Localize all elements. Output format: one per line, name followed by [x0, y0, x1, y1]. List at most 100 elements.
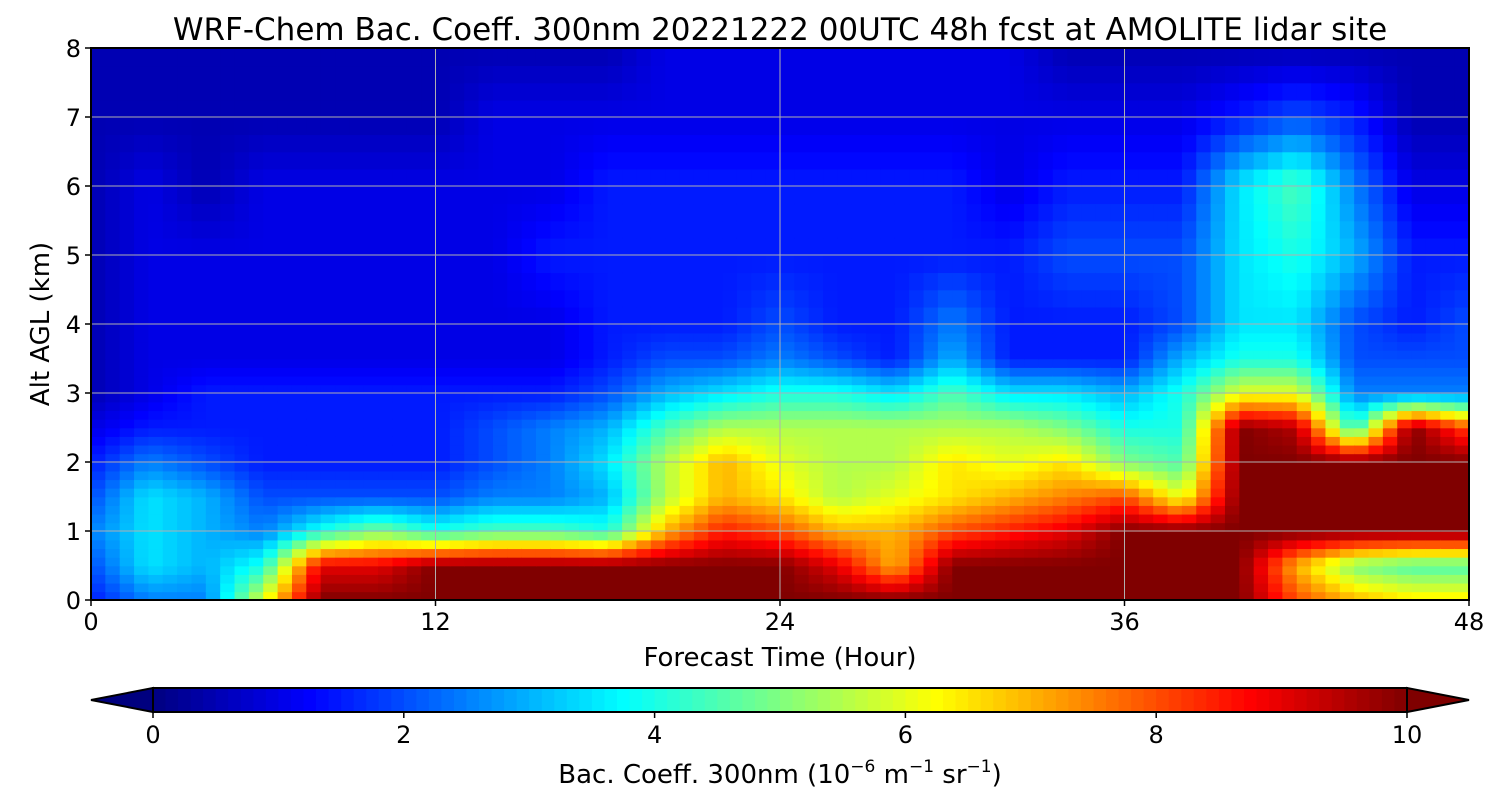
heatmap-cell	[1052, 367, 1068, 377]
heatmap-cell	[435, 134, 451, 153]
heatmap-cell	[535, 582, 552, 593]
heatmap-cell	[205, 444, 221, 455]
heatmap-cell	[866, 444, 882, 455]
heatmap-cell	[1153, 539, 1169, 550]
heatmap-cell	[765, 375, 781, 386]
heatmap-cell	[1311, 556, 1327, 567]
heatmap-cell	[851, 427, 867, 437]
heatmap-cell	[349, 479, 365, 489]
heatmap-cell	[1181, 272, 1198, 291]
heatmap-cell	[177, 410, 193, 420]
heatmap-cell	[1210, 548, 1226, 558]
heatmap-cell	[177, 427, 193, 437]
heatmap-cell	[134, 565, 150, 575]
heatmap-cell	[248, 367, 265, 377]
heatmap-cell	[693, 341, 710, 351]
heatmap-cell	[306, 99, 322, 118]
heatmap-cell	[464, 99, 480, 118]
heatmap-cell	[708, 82, 724, 101]
heatmap-cell	[234, 203, 250, 222]
heatmap-cell	[894, 436, 910, 446]
heatmap-cell	[808, 539, 824, 550]
heatmap-cell	[320, 237, 336, 256]
heatmap-cell	[1124, 548, 1140, 558]
heatmap-cell	[507, 418, 523, 429]
heatmap-cell	[780, 496, 796, 506]
heatmap-cell	[880, 151, 896, 170]
heatmap-cell	[593, 470, 609, 481]
heatmap-cell	[392, 505, 408, 515]
heatmap-cell	[205, 289, 221, 308]
heatmap-cell	[105, 479, 121, 489]
heatmap-cell	[392, 565, 408, 575]
heatmap-cell	[363, 65, 379, 84]
heatmap-cell	[1095, 539, 1111, 550]
colorbar-segment	[1331, 688, 1345, 712]
colorbar-segment	[504, 688, 518, 712]
heatmap-cell	[1239, 99, 1255, 118]
heatmap-cell	[765, 99, 781, 118]
heatmap-cell	[1024, 306, 1040, 325]
heatmap-cell	[1210, 436, 1226, 446]
heatmap-cell	[693, 539, 710, 550]
heatmap-cell	[665, 487, 681, 498]
colorbar-tick-label: 0	[145, 721, 160, 749]
heatmap-cell	[593, 117, 609, 136]
heatmap-cell	[535, 237, 552, 256]
heatmap-cell	[851, 436, 867, 446]
heatmap-cell	[378, 462, 394, 472]
heatmap-cell	[191, 65, 207, 84]
heatmap-cell	[1425, 65, 1442, 84]
heatmap-cell	[1454, 358, 1469, 368]
heatmap-cell	[866, 272, 882, 291]
heatmap-cell	[162, 82, 178, 101]
heatmap-cell	[780, 151, 796, 170]
heatmap-cell	[1052, 410, 1068, 420]
heatmap-cell	[191, 186, 207, 205]
heatmap-cell	[464, 324, 480, 334]
heatmap-cell	[148, 65, 164, 84]
heatmap-cell	[1181, 255, 1198, 274]
heatmap-cell	[1354, 505, 1370, 515]
heatmap-cell	[1368, 82, 1384, 101]
heatmap-cell	[823, 565, 839, 575]
heatmap-cell	[220, 591, 236, 600]
heatmap-cell	[794, 444, 810, 455]
heatmap-cell	[880, 556, 896, 567]
heatmap-cell	[1224, 418, 1241, 429]
heatmap-cell	[105, 341, 121, 351]
heatmap-cell	[320, 436, 336, 446]
heatmap-cell	[980, 255, 997, 274]
heatmap-cell	[1124, 341, 1140, 351]
heatmap-cell	[464, 349, 480, 360]
heatmap-cell	[909, 539, 925, 550]
heatmap-cell	[1052, 487, 1068, 498]
heatmap-cell	[837, 410, 853, 420]
heatmap-cell	[1067, 548, 1083, 558]
heatmap-cell	[507, 186, 523, 205]
heatmap-cell	[306, 272, 322, 291]
heatmap-cell	[177, 203, 193, 222]
heatmap-cell	[1052, 513, 1068, 524]
heatmap-cell	[435, 548, 451, 558]
heatmap-cell	[851, 487, 867, 498]
heatmap-cell	[765, 393, 781, 403]
heatmap-cell	[736, 367, 753, 377]
heatmap-cell	[1196, 418, 1212, 429]
heatmap-cell	[1038, 462, 1054, 472]
heatmap-cell	[1425, 48, 1442, 67]
heatmap-cell	[191, 272, 207, 291]
heatmap-cell	[464, 134, 480, 153]
heatmap-cell	[205, 324, 221, 334]
heatmap-cell	[736, 186, 753, 205]
heatmap-cell	[923, 531, 939, 541]
heatmap-cell	[1339, 462, 1355, 472]
heatmap-cell	[622, 82, 638, 101]
heatmap-cell	[1124, 522, 1140, 532]
heatmap-cell	[349, 444, 365, 455]
heatmap-cell	[909, 349, 925, 360]
heatmap-cell	[162, 324, 178, 334]
heatmap-cell	[1067, 117, 1083, 136]
heatmap-cell	[1382, 82, 1399, 101]
heatmap-cell	[406, 367, 422, 377]
